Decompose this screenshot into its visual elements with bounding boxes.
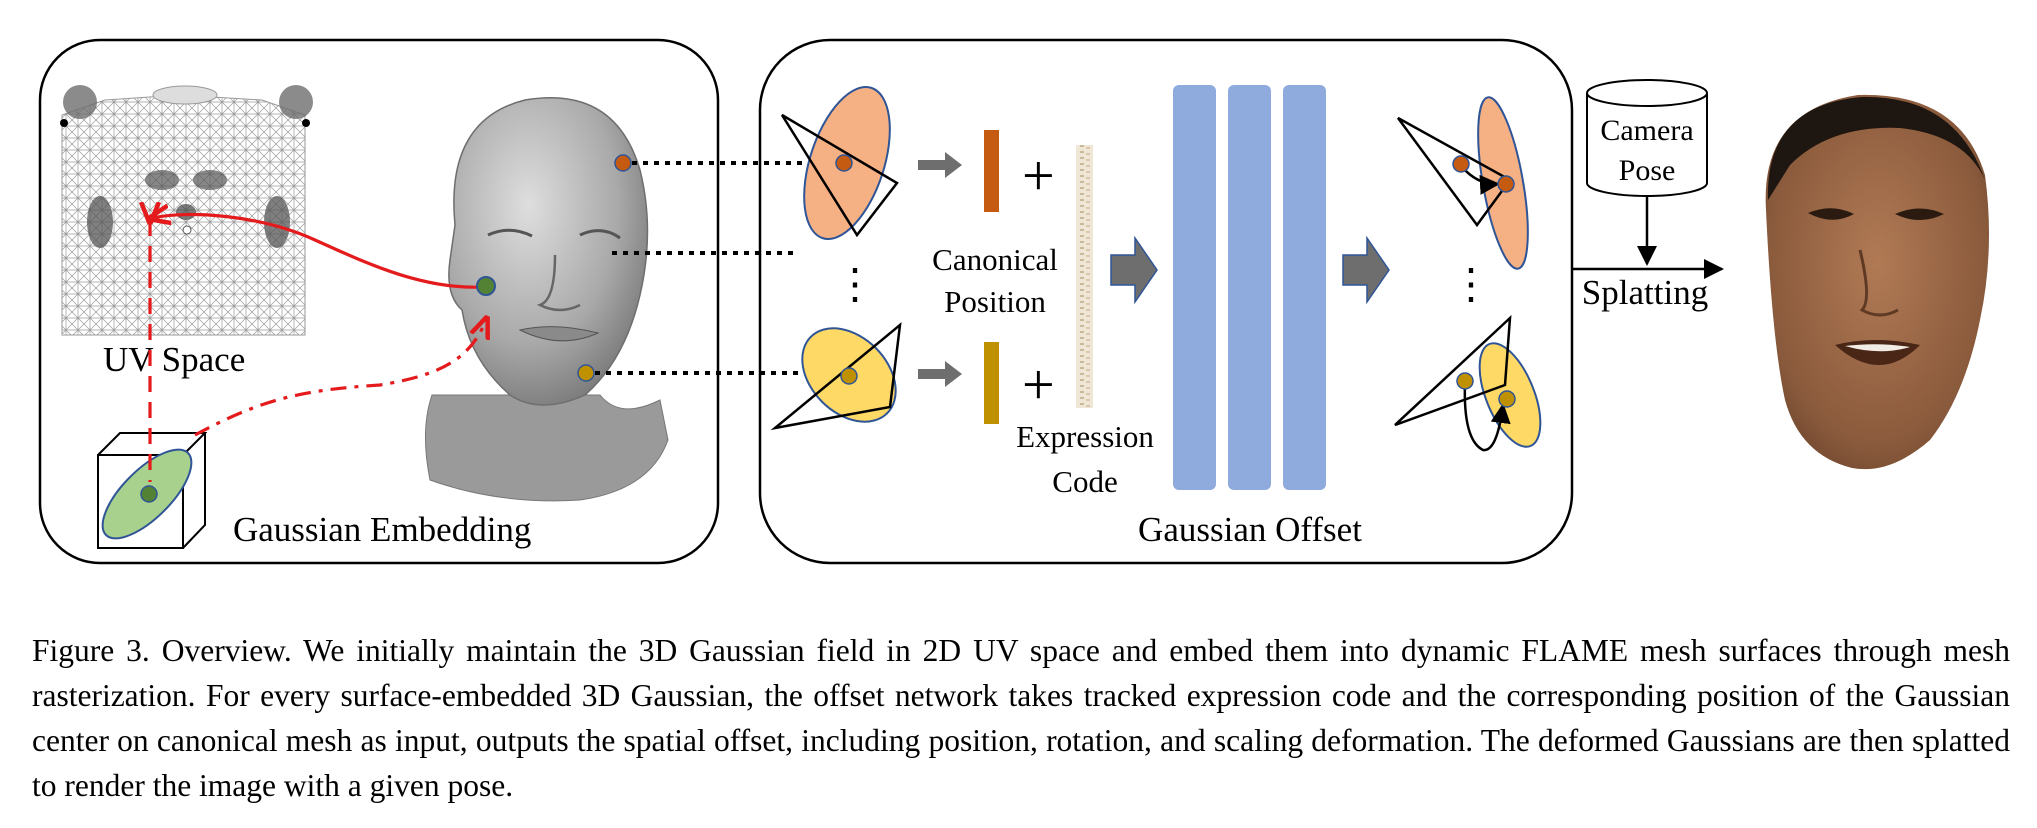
splatting-label: Splatting xyxy=(1582,273,1708,312)
mlp-layer-2 xyxy=(1228,85,1271,490)
uv-texture-map xyxy=(60,85,313,336)
expression-code-label-2: Code xyxy=(1052,464,1117,499)
canonical-position-bar-orange xyxy=(984,130,999,212)
caption-figure-number: Figure 3. xyxy=(32,633,150,668)
uv-space-label: UV Space xyxy=(103,340,245,379)
uv-to-mesh-arrow xyxy=(152,214,484,289)
canonical-gaussian-orange xyxy=(780,86,899,240)
caption-text: Overview. We initially maintain the 3D G… xyxy=(32,633,2010,803)
offset-panel xyxy=(758,38,1574,565)
gaussian-offset-label: Gaussian Offset xyxy=(1138,510,1362,549)
mlp-output-arrow xyxy=(1342,235,1390,305)
flame-mesh-head xyxy=(425,97,669,502)
mlp-layer-1 xyxy=(1173,85,1216,490)
ellipsis-right: ⋮ xyxy=(1450,262,1492,308)
embedded-point-green xyxy=(476,276,496,296)
deformed-gaussian-yellow xyxy=(1394,314,1542,452)
gaussian-embedding-label: Gaussian Embedding xyxy=(233,510,531,549)
camera-pose-cylinder xyxy=(1586,79,1708,197)
expression-code-strip xyxy=(1076,145,1093,408)
expression-code-label-1: Expression xyxy=(1016,419,1154,454)
plus-top: + xyxy=(1022,143,1055,208)
camera-pose-label-2: Pose xyxy=(1619,154,1676,187)
mlp-layer-3 xyxy=(1283,85,1326,490)
camera-pose-label-1: Camera xyxy=(1600,114,1693,147)
embedded-point-yellow xyxy=(577,364,595,382)
canonical-position-label-2: Position xyxy=(944,284,1046,319)
ellipsis-left: ⋮ xyxy=(834,262,876,308)
plus-bottom: + xyxy=(1022,352,1055,417)
embedding-panel xyxy=(38,38,720,565)
cube-to-mesh-dashdot xyxy=(194,320,486,437)
canonical-position-label-1: Canonical xyxy=(932,242,1058,277)
rendered-face-image xyxy=(1765,94,1989,470)
canonical-gaussian-yellow xyxy=(770,322,902,431)
mlp-input-arrow xyxy=(1110,235,1158,305)
overview-figure: UV Space Gaussian Embedding ⋮ xyxy=(38,38,1989,565)
embedded-point-orange xyxy=(614,154,632,172)
canonical-position-bar-yellow xyxy=(984,342,999,424)
input-arrow-top xyxy=(918,152,962,178)
input-arrow-bottom xyxy=(918,361,962,387)
deformed-gaussian-orange xyxy=(1396,96,1529,270)
gaussian-cube xyxy=(97,432,208,549)
figure-caption: Figure 3. Overview. We initially maintai… xyxy=(32,628,2010,808)
